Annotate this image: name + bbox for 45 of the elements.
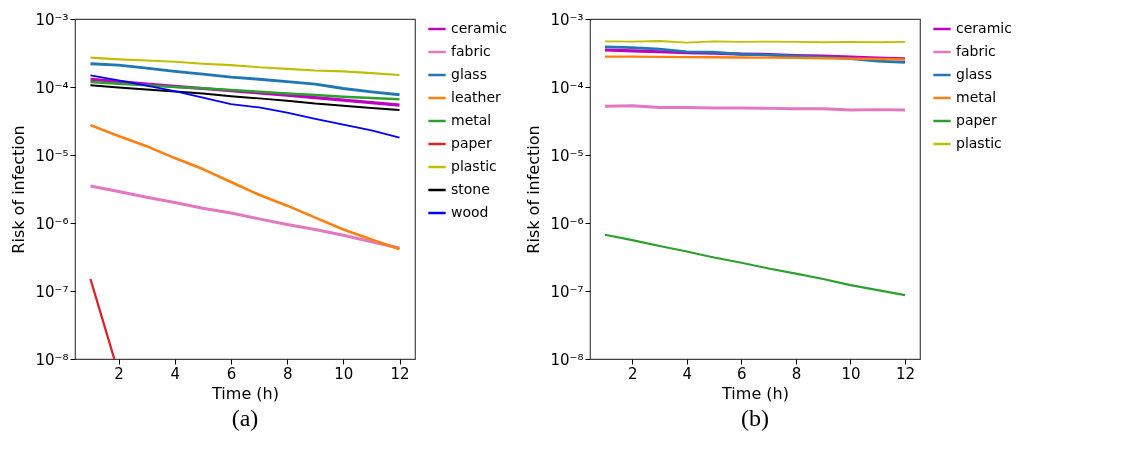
x-tick-label: 12 [895, 364, 916, 383]
legend-label: wood [451, 204, 489, 220]
legend-label: glass [451, 66, 487, 82]
legend-label: ceramic [956, 20, 1012, 36]
legend-label: paper [451, 135, 492, 151]
y-tick-label: 10⁻³ [35, 10, 69, 29]
y-tick-label: 10⁻⁶ [35, 214, 69, 233]
legend-label: paper [956, 112, 997, 128]
x-axis-title: Time (h) [211, 383, 279, 403]
x-tick-label: 4 [170, 364, 181, 383]
legend-label: plastic [451, 158, 497, 174]
y-tick-label: 10⁻⁵ [35, 146, 69, 165]
x-tick-label: 12 [390, 364, 410, 383]
y-tick-label: 10⁻³ [550, 10, 584, 29]
y-tick-label: 10⁻⁸ [35, 350, 69, 369]
x-tick-label: 6 [226, 364, 237, 383]
legend-label: plastic [956, 135, 1002, 151]
x-tick-label: 2 [114, 364, 124, 383]
x-tick-label: 4 [682, 364, 693, 383]
y-tick-label: 10⁻⁷ [35, 282, 69, 301]
legend-label: ceramic [451, 20, 507, 36]
x-tick-label: 8 [791, 364, 802, 383]
x-tick-label: 2 [628, 364, 638, 383]
legend-label: glass [956, 66, 992, 82]
x-tick-label: 6 [737, 364, 747, 383]
x-axis-title: Time (h) [721, 383, 789, 403]
y-axis-title: Risk of infection [9, 125, 29, 254]
legend-label: leather [451, 89, 502, 105]
x-tick-label: 10 [334, 364, 354, 383]
legend-label: fabric [451, 43, 491, 59]
y-tick-label: 10⁻⁴ [35, 78, 69, 97]
y-tick-label: 10⁻⁷ [550, 282, 584, 301]
y-axis-title: Risk of infection [524, 125, 544, 254]
x-tick-label: 8 [282, 364, 293, 383]
legend-label: fabric [956, 43, 996, 59]
legend-label: stone [451, 181, 490, 197]
text: (b) [741, 405, 769, 431]
y-tick-label: 10⁻⁵ [550, 146, 584, 165]
legend-label: metal [956, 89, 997, 105]
y-tick-label: 10⁻⁶ [550, 214, 584, 233]
x-tick-label: 10 [841, 364, 861, 383]
y-tick-label: 10⁻⁴ [550, 78, 584, 97]
y-tick-label: 10⁻⁸ [550, 350, 584, 369]
legend-label: metal [451, 112, 492, 128]
text: (a) [231, 405, 259, 431]
